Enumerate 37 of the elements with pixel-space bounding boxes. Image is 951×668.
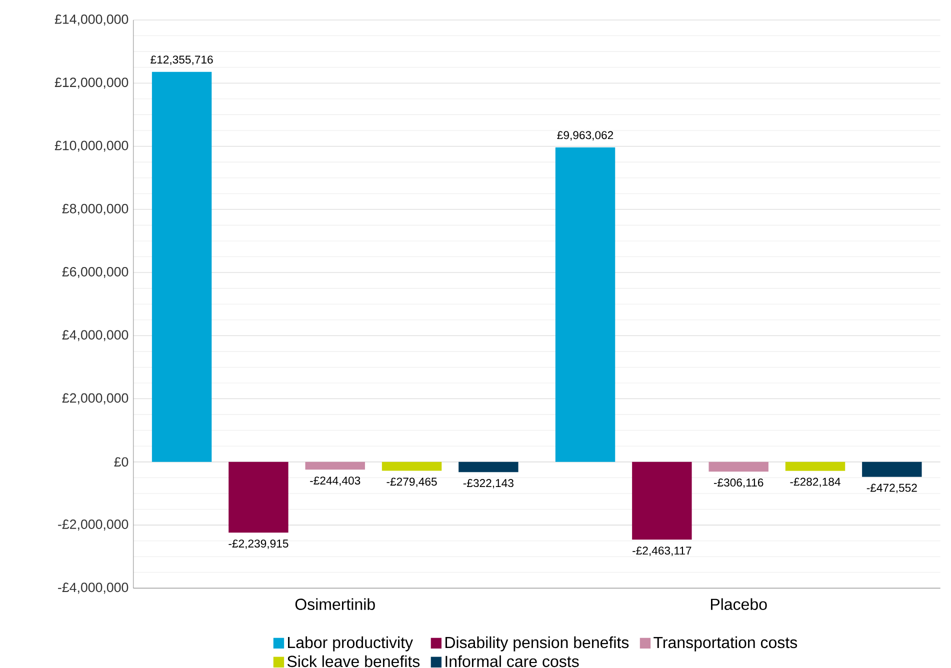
bar (785, 462, 846, 471)
y-tick-label: £4,000,000 (62, 330, 128, 342)
legend-label: Disability pension benefits (446, 636, 629, 652)
legend-label: Sick leave benefits (287, 655, 420, 667)
bar (458, 462, 518, 472)
y-tick-label: £14,000,000 (54, 14, 128, 26)
bar (382, 462, 442, 471)
y-tick-label: £6,000,000 (62, 266, 128, 278)
bar (632, 462, 692, 540)
data-label: £9,963,062 (557, 131, 614, 140)
y-tick-label: £10,000,000 (54, 140, 128, 152)
data-label: -£282,184 (790, 478, 840, 488)
y-tick-label: -£4,000,000 (58, 582, 128, 594)
bar (708, 462, 768, 472)
data-label: -£279,465 (386, 478, 437, 487)
legend-label: Informal care costs (446, 655, 579, 667)
x-tick-label: Osimertinib (295, 598, 375, 610)
data-label: -£306,116 (714, 478, 764, 488)
data-label: -£244,403 (310, 476, 360, 486)
data-label: -£322,143 (463, 478, 514, 488)
x-tick-label: Placebo (710, 598, 767, 610)
bar (305, 462, 365, 470)
legend-label: Transportation costs (654, 636, 798, 652)
bar (152, 72, 212, 462)
bar (555, 147, 616, 462)
data-label: £12,355,716 (150, 56, 213, 65)
data-label: -£2,463,117 (632, 546, 692, 556)
bar (228, 462, 288, 533)
y-tick-label: £8,000,000 (62, 204, 128, 215)
legend-label: Labor productivity (288, 636, 413, 652)
data-label: -£2,239,915 (228, 539, 288, 549)
y-tick-label: £0 (114, 457, 128, 467)
y-tick-label: £2,000,000 (62, 393, 128, 404)
y-tick-label: £12,000,000 (54, 78, 128, 89)
y-tick-label: -£2,000,000 (58, 519, 128, 530)
data-label: -£472,552 (866, 484, 917, 494)
bar (862, 462, 922, 477)
